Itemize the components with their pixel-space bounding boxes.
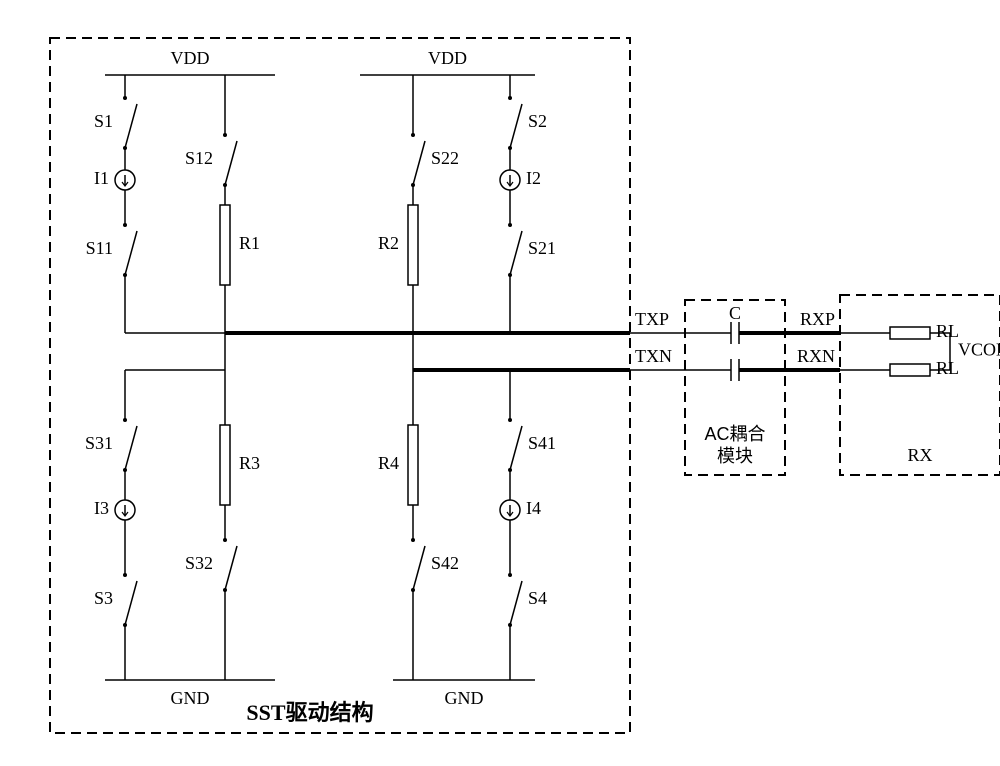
- svg-text:S41: S41: [528, 433, 556, 453]
- svg-text:VCOM: VCOM: [958, 340, 1000, 360]
- svg-text:I2: I2: [526, 168, 541, 188]
- svg-text:S42: S42: [431, 553, 459, 573]
- svg-text:RL: RL: [936, 358, 959, 378]
- svg-text:RX: RX: [907, 445, 932, 465]
- svg-text:S12: S12: [185, 148, 213, 168]
- svg-text:TXP: TXP: [635, 309, 669, 329]
- svg-text:S32: S32: [185, 553, 213, 573]
- svg-text:S3: S3: [94, 588, 113, 608]
- svg-text:模块: 模块: [717, 446, 753, 466]
- svg-text:VDD: VDD: [171, 48, 210, 68]
- svg-text:R1: R1: [239, 233, 260, 253]
- svg-text:VDD: VDD: [428, 48, 467, 68]
- svg-text:S11: S11: [86, 238, 113, 258]
- svg-text:S4: S4: [528, 588, 547, 608]
- svg-text:RL: RL: [936, 321, 959, 341]
- svg-text:S22: S22: [431, 148, 459, 168]
- svg-text:S1: S1: [94, 111, 113, 131]
- svg-text:I4: I4: [526, 498, 541, 518]
- svg-text:TXN: TXN: [635, 346, 672, 366]
- svg-text:RXN: RXN: [797, 346, 835, 366]
- svg-text:R3: R3: [239, 453, 260, 473]
- svg-text:S2: S2: [528, 111, 547, 131]
- svg-text:R4: R4: [378, 453, 399, 473]
- svg-text:I3: I3: [94, 498, 109, 518]
- svg-text:S31: S31: [85, 433, 113, 453]
- svg-text:C: C: [729, 303, 741, 323]
- svg-text:AC耦合: AC耦合: [704, 424, 765, 444]
- svg-text:GND: GND: [445, 688, 484, 708]
- svg-text:S21: S21: [528, 238, 556, 258]
- svg-text:GND: GND: [171, 688, 210, 708]
- svg-text:RXP: RXP: [800, 309, 835, 329]
- svg-text:SST驱动结构: SST驱动结构: [246, 700, 373, 725]
- svg-text:I1: I1: [94, 168, 109, 188]
- svg-text:R2: R2: [378, 233, 399, 253]
- circuit-diagram: VDD VDD GND GND SST驱动结构 S1 I1 S11 S12 R1 S31 I3 S3 R3…: [20, 20, 1000, 746]
